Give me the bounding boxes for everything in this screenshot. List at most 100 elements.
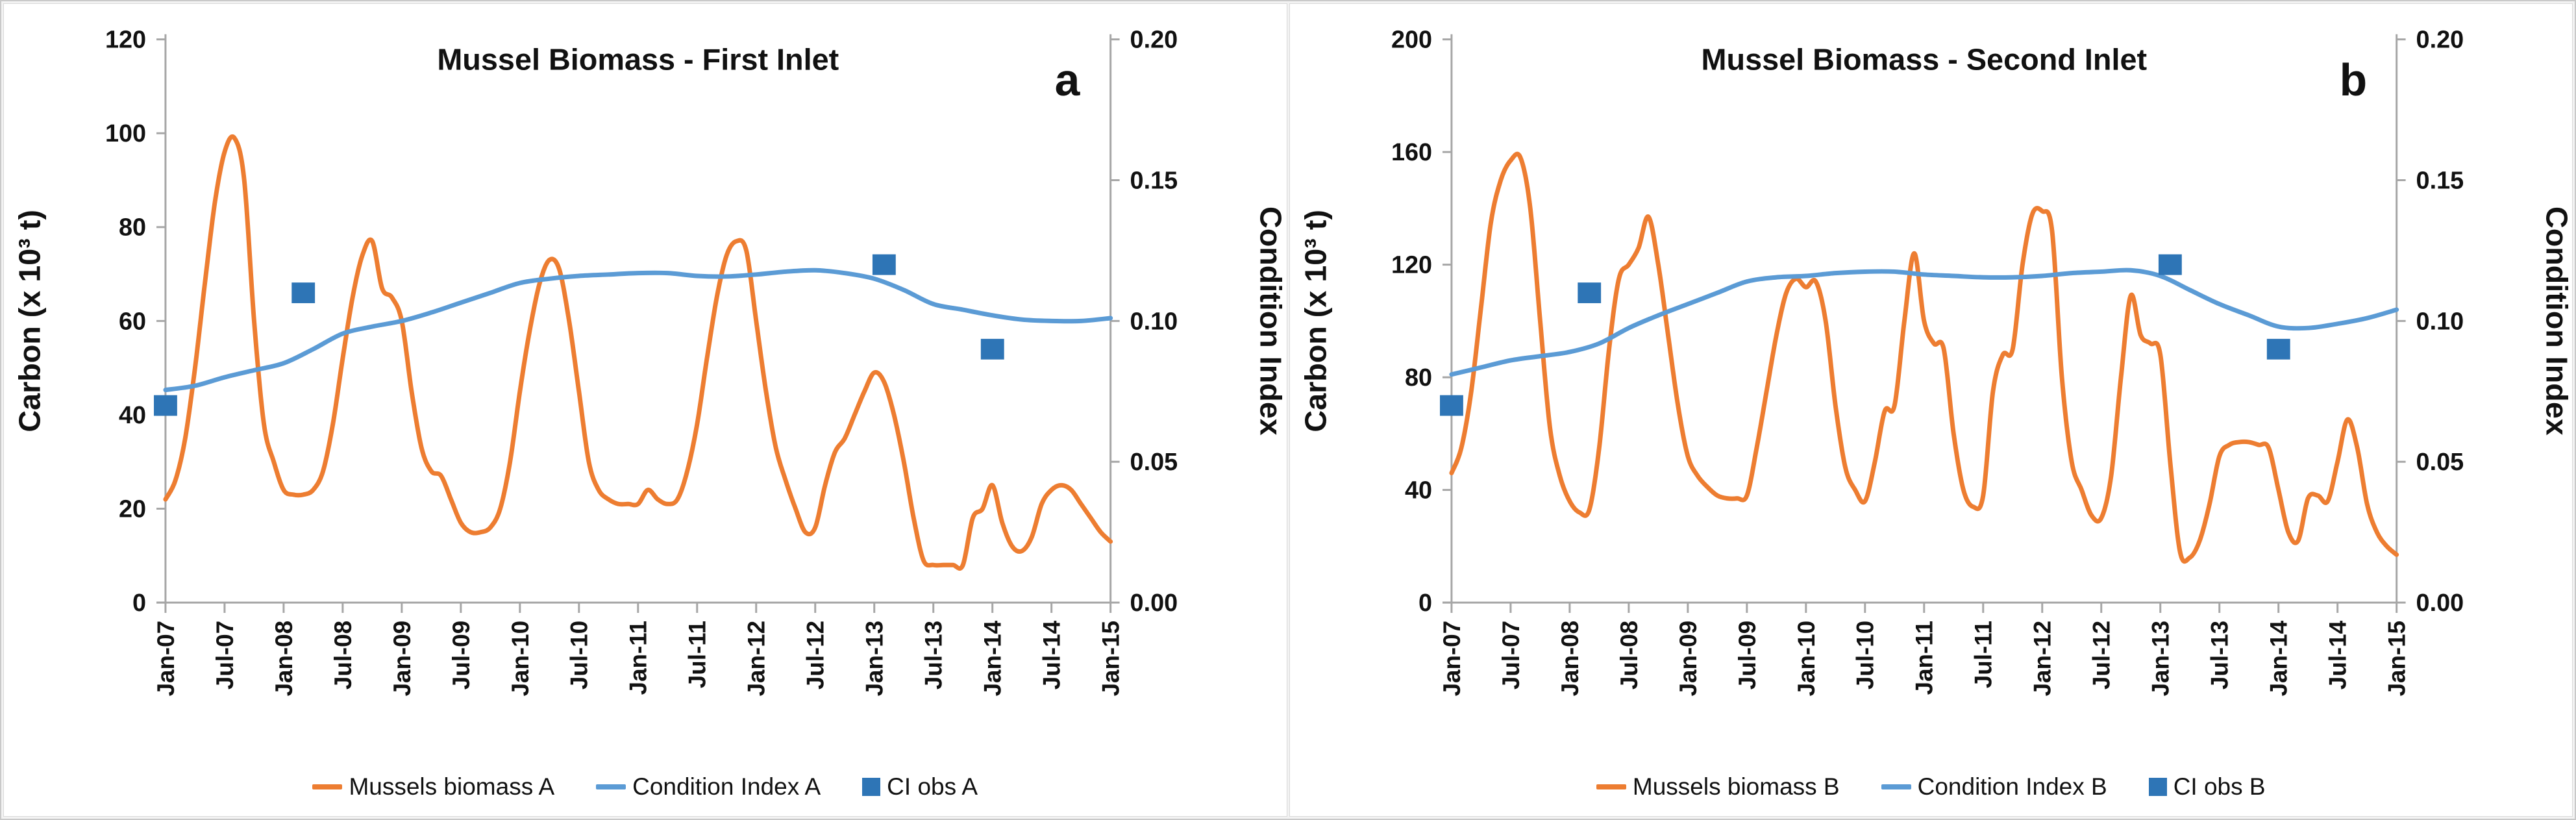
y-tick-label-right: 0.00: [1130, 590, 1178, 617]
x-tick-label: Jul-13: [921, 621, 947, 690]
chart-legend: Mussels biomass A Condition Index A CI obs…: [4, 773, 1287, 801]
chart-legend: Mussels biomass B Condition Index B CI obs…: [1290, 773, 2573, 801]
x-tick-label: Jan-10: [1792, 621, 1819, 696]
x-tick-label: Jul-12: [802, 621, 829, 690]
legend-item: CI obs A: [862, 773, 978, 801]
y-axis-title-left: Carbon (x 10³ t): [1298, 210, 1332, 432]
y-axis-title-right: Condition Index: [2540, 206, 2572, 436]
x-tick-label: Jul-14: [1039, 620, 1065, 690]
condition-index-line: [163, 267, 1113, 393]
chart-title: Mussel Biomass - Second Inlet: [1701, 42, 2147, 76]
y-tick-label-right: 0.15: [1130, 167, 1178, 194]
ci-obs-point: [291, 282, 316, 303]
legend-square-swatch: [2148, 778, 2167, 796]
x-tick-label: Jul-09: [448, 621, 475, 690]
legend-label: CI obs B: [2173, 773, 2266, 800]
y-axis-title-left: Carbon (x 10³ t): [13, 210, 47, 432]
legend-item: Mussels biomass B: [1596, 773, 1840, 801]
ci-obs-point: [2266, 338, 2290, 360]
y-tick-label-right: 0.05: [1130, 449, 1178, 476]
legend-line-swatch: [312, 784, 343, 789]
y-tick-label-right: 0.20: [2416, 27, 2464, 54]
panel-letter: a: [1055, 55, 1081, 105]
x-tick-label: Jan-07: [1438, 621, 1465, 696]
x-tick-label: Jan-11: [625, 621, 652, 695]
x-tick-label: Jul-11: [1970, 621, 1996, 688]
x-tick-label: Jul-08: [330, 621, 356, 690]
x-tick-label: Jan-08: [1556, 621, 1583, 696]
legend-label: Mussels biomass A: [349, 773, 555, 800]
x-tick-label: Jan-15: [1098, 621, 1124, 696]
ci-obs-point: [980, 338, 1004, 360]
y-tick-label-right: 0.05: [2416, 449, 2464, 476]
legend-label: Mussels biomass B: [1632, 773, 1840, 800]
x-tick-label: Jan-14: [2265, 620, 2292, 696]
y-tick-label-right: 0.20: [1130, 27, 1178, 54]
y-axis-title-right: Condition Index: [1254, 206, 1287, 436]
legend-line-swatch: [1881, 784, 1911, 789]
y-tick-label-left: 80: [119, 214, 146, 242]
x-tick-label: Jul-11: [684, 621, 711, 688]
x-tick-label: Jul-13: [2206, 621, 2233, 690]
x-tick-label: Jan-07: [153, 621, 179, 696]
x-tick-label: Jul-07: [212, 621, 238, 690]
panel-letter: b: [2339, 55, 2367, 105]
x-tick-label: Jul-08: [1615, 621, 1642, 690]
condition-index-line: [1448, 267, 2399, 377]
x-tick-label: Jan-11: [1911, 621, 1937, 695]
y-tick-label-left: 0: [1418, 590, 1432, 617]
legend-item: Condition Index A: [596, 773, 821, 801]
y-tick-label-right: 0.10: [1130, 308, 1178, 335]
x-tick-label: Jul-10: [1852, 621, 1878, 690]
chart-svg: 0 40 80 120 160 200 0.00 0.05 0.10 0.15 0.20 Jan-07…: [1298, 27, 2572, 697]
chart-panel-first-inlet: 0 20 40 60 80 100 120 0.00 0.05 0.10 0.15 0.20 Jan-0…: [3, 3, 1287, 817]
x-tick-label: Jan-14: [980, 620, 1006, 696]
legend-line-swatch: [1596, 784, 1626, 789]
legend-label: CI obs A: [887, 773, 978, 800]
ci-obs-point: [2158, 254, 2182, 275]
y-tick-label-right: 0.15: [2416, 167, 2464, 194]
x-tick-label: Jan-10: [507, 621, 534, 696]
legend-line-swatch: [596, 784, 626, 789]
x-tick-label: Jul-07: [1497, 621, 1524, 690]
chart-title: Mussel Biomass - First Inlet: [437, 42, 839, 76]
y-tick-label-left: 60: [119, 308, 146, 335]
x-tick-label: Jan-13: [861, 621, 888, 696]
x-tick-label: Jul-14: [2324, 620, 2351, 690]
legend-square-swatch: [862, 778, 881, 796]
y-tick-label-right: 0.10: [2416, 308, 2464, 335]
y-tick-label-left: 100: [105, 120, 146, 147]
y-tick-label-left: 120: [1391, 252, 1431, 279]
x-tick-label: Jan-12: [2029, 621, 2055, 696]
biomass-line: [1448, 151, 2399, 564]
x-tick-label: Jan-09: [389, 621, 415, 696]
y-tick-label-left: 200: [1391, 27, 1431, 54]
x-tick-label: Jul-09: [1733, 621, 1760, 690]
legend-item: CI obs B: [2148, 773, 2266, 801]
x-tick-label: Jan-09: [1674, 621, 1701, 696]
y-tick-label-left: 40: [119, 402, 146, 429]
chart-svg: 0 20 40 60 80 100 120 0.00 0.05 0.10 0.15 0.20 Jan-0…: [13, 27, 1287, 697]
ci-obs-point: [1439, 395, 1463, 416]
x-tick-label: Jan-13: [2147, 621, 2174, 696]
x-tick-label: Jan-15: [2383, 621, 2410, 696]
ci-obs-point: [872, 254, 896, 275]
biomass-line: [163, 134, 1113, 571]
x-tick-label: Jul-12: [2088, 621, 2114, 690]
y-tick-label-left: 40: [1404, 477, 1431, 504]
legend-label: Condition Index A: [632, 773, 821, 800]
y-tick-label-left: 160: [1391, 139, 1431, 166]
y-tick-label-left: 20: [119, 495, 146, 523]
chart-panel-second-inlet: 0 40 80 120 160 200 0.00 0.05 0.10 0.15 0.20 Jan-07…: [1289, 3, 2573, 817]
x-tick-label: Jan-08: [271, 621, 297, 696]
ci-obs-point: [154, 395, 177, 416]
y-tick-label-left: 80: [1404, 364, 1431, 391]
x-tick-label: Jul-10: [566, 621, 593, 690]
y-tick-label-right: 0.00: [2416, 590, 2464, 617]
ci-obs-point: [1577, 282, 1601, 303]
legend-item: Mussels biomass A: [312, 773, 554, 801]
x-tick-label: Jan-12: [743, 621, 770, 696]
legend-item: Condition Index B: [1881, 773, 2107, 801]
legend-label: Condition Index B: [1917, 773, 2107, 800]
